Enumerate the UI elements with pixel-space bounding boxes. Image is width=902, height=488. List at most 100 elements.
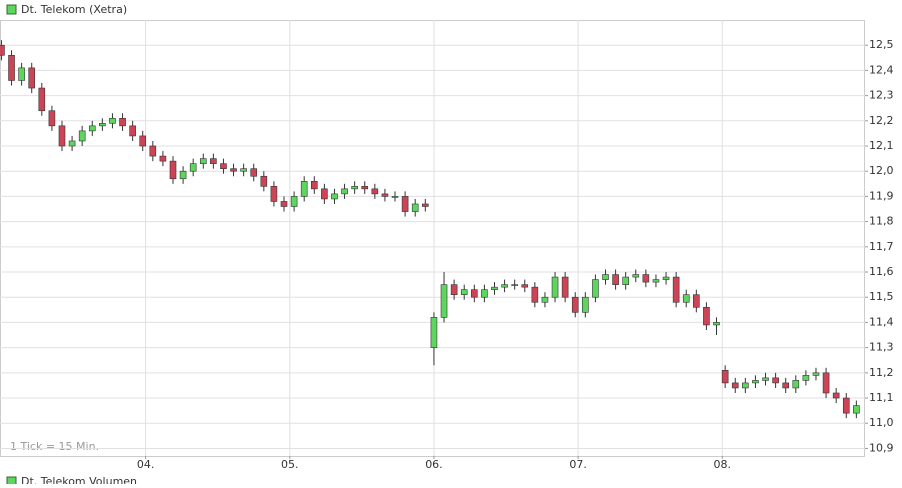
candle-body: [481, 289, 488, 298]
candle-body: [270, 186, 278, 202]
candle-body: [159, 155, 167, 162]
candle-body: [321, 188, 328, 200]
candle-body: [300, 180, 308, 197]
y-tick-label: 10,9: [869, 441, 894, 454]
candle-body: [310, 180, 318, 190]
y-tick-label: 12,0: [869, 164, 894, 177]
candle-body: [401, 196, 409, 212]
candle-body: [280, 201, 288, 207]
candle-body: [531, 286, 539, 303]
candle-body: [582, 296, 589, 313]
candle-body: [411, 203, 419, 212]
candle-body: [361, 186, 369, 190]
y-tick-label: 11,7: [869, 240, 894, 253]
candle-body: [772, 377, 779, 384]
candle-body: [632, 274, 640, 278]
candle-body: [612, 274, 619, 285]
candle-body: [421, 203, 429, 207]
candle-body: [853, 405, 860, 414]
candle-body: [68, 140, 76, 147]
candle-body: [371, 188, 379, 195]
y-tick-label: 11,0: [869, 416, 894, 429]
candle-body: [8, 54, 15, 81]
y-tick-label: 12,3: [869, 89, 894, 102]
candle-body: [592, 279, 599, 298]
y-tick-label: 12,4: [869, 63, 894, 76]
candle-body: [109, 117, 116, 124]
candle-body: [511, 284, 518, 286]
x-tick-label: 04.: [137, 458, 155, 471]
x-tick-label: 05.: [281, 458, 299, 471]
candle-body: [78, 130, 86, 142]
candle-body: [551, 276, 559, 298]
candle-body: [240, 168, 247, 172]
candle-body: [99, 123, 106, 127]
annotation: 1 Tick = 15 Min.: [10, 440, 99, 453]
plot-frame: [0, 20, 865, 457]
candle-body: [450, 284, 458, 296]
y-tick-label: 12,2: [869, 114, 894, 127]
candle-body: [220, 163, 227, 169]
candle-body: [721, 370, 729, 384]
candle-body: [391, 196, 399, 198]
candle-body: [682, 294, 690, 303]
candle-body: [430, 317, 438, 348]
legend-swatch: [6, 4, 17, 15]
candle-body: [672, 276, 680, 303]
candle-body: [642, 274, 650, 283]
candle-body: [521, 284, 529, 288]
candle-body: [381, 193, 389, 197]
candle-body: [491, 286, 498, 290]
candle-body: [652, 279, 660, 283]
candle-body: [842, 397, 850, 414]
candle-body: [260, 175, 268, 187]
candle-body: [703, 307, 710, 326]
candle-body: [561, 276, 569, 298]
y-tick-label: 11,8: [869, 215, 894, 228]
candle-body: [18, 67, 25, 81]
y-tick-label: 12,5: [869, 38, 894, 51]
y-tick-label: 11,3: [869, 341, 894, 354]
candle-body: [802, 375, 810, 381]
y-tick-label: 11,4: [869, 315, 894, 328]
y-tick-label: 11,2: [869, 366, 894, 379]
candle-body: [731, 382, 739, 389]
candle-body: [471, 289, 478, 298]
candle-body: [822, 372, 830, 394]
candle-body: [622, 276, 629, 285]
candle-body: [440, 284, 448, 318]
candle-body: [693, 294, 700, 308]
candle-body: [742, 382, 749, 389]
candle-body: [210, 158, 217, 164]
y-tick-label: 11,5: [869, 290, 894, 303]
candle-body: [541, 296, 549, 303]
candle-body: [341, 188, 348, 195]
x-tick-label: 07.: [569, 458, 587, 471]
candle-body: [129, 125, 136, 137]
candle-body: [832, 392, 840, 399]
y-tick-label: 12,1: [869, 139, 894, 152]
candle-body: [88, 125, 96, 132]
candle-body: [250, 168, 258, 177]
candle-body: [119, 117, 126, 127]
candle-body: [149, 145, 157, 157]
candle-body: [351, 186, 358, 190]
candle-body: [782, 382, 790, 389]
candle-body: [139, 135, 147, 147]
candle-body: [58, 125, 66, 147]
candle-body: [571, 296, 579, 313]
candle-body: [501, 284, 508, 288]
candle-body: [602, 274, 609, 280]
candle-body: [662, 276, 670, 280]
y-tick-label: 11,6: [869, 265, 894, 278]
candle-body: [38, 87, 46, 112]
candle-body: [331, 193, 338, 200]
candle-body: [290, 196, 298, 207]
candle-body: [230, 168, 237, 172]
candle-body: [0, 44, 5, 56]
candle-body: [812, 372, 820, 376]
candle-body: [169, 160, 177, 180]
candle-body: [792, 380, 800, 389]
